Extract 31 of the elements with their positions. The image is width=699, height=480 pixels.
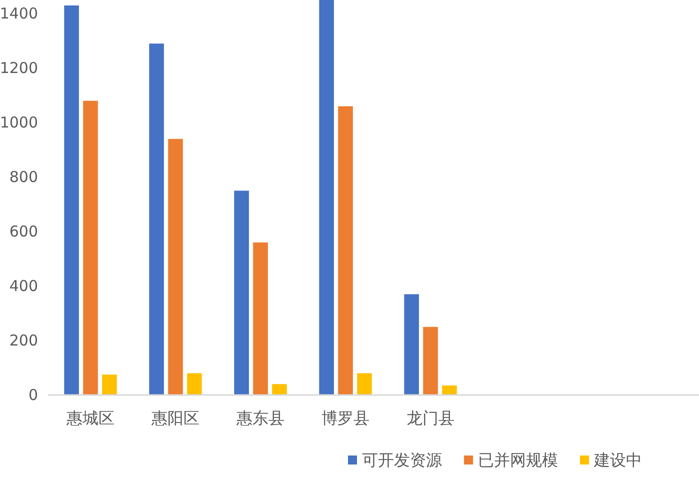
bar: [319, 0, 334, 395]
bar: [272, 384, 287, 395]
y-tick-label: 200: [9, 332, 38, 350]
legend-label: 可开发资源: [362, 450, 442, 470]
bar: [149, 44, 164, 395]
bar: [423, 326, 438, 395]
y-tick-label: 800: [9, 168, 38, 186]
y-tick-label: 1000: [0, 114, 38, 132]
bar: [187, 373, 202, 395]
x-tick-label: 惠东县: [236, 408, 284, 428]
bar: [253, 242, 268, 395]
y-tick-label: 1400: [0, 4, 38, 23]
bar: [234, 190, 249, 395]
y-tick-label: 400: [9, 277, 38, 296]
legend-label: 建设中: [593, 450, 642, 470]
legend-label: 已并网规模: [478, 450, 558, 470]
y-tick-label: 1200: [0, 59, 38, 78]
x-tick-label: 龙门县: [406, 408, 454, 428]
x-tick-label: 惠城区: [66, 408, 114, 428]
y-tick-label: 0: [28, 386, 38, 404]
y-tick-label: 600: [9, 222, 38, 241]
x-tick-label: 惠阳区: [150, 408, 200, 428]
bar: [442, 385, 457, 395]
bar: [102, 374, 117, 395]
bar: [64, 5, 79, 395]
bar: [168, 138, 183, 395]
bar: [83, 100, 98, 395]
bar: [338, 106, 353, 395]
x-tick-label: 博罗县: [322, 408, 370, 428]
bar: [404, 294, 419, 395]
bar: [357, 373, 372, 395]
